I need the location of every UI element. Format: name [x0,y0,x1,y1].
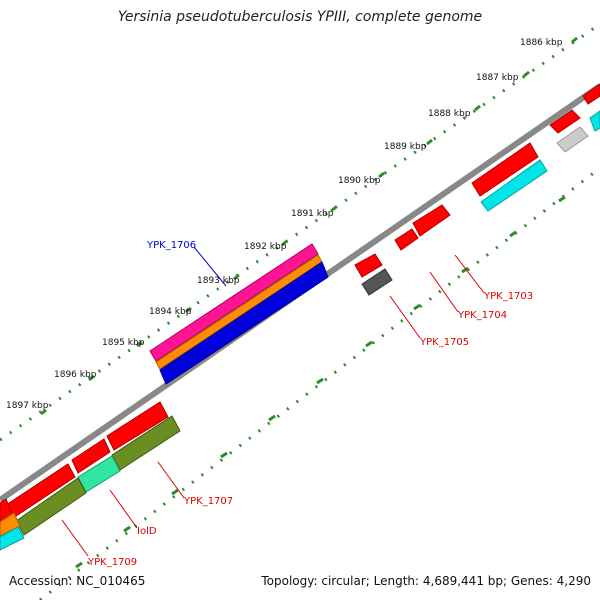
leader-ypk-1705 [389,295,421,339]
gene-block-ypk-1705[interactable] [361,268,393,296]
gene-label-ypk-1703[interactable]: YPK_1703 [483,291,533,302]
gene-block-ypk-1706-blue[interactable] [159,261,329,385]
gene-block-left-cyan[interactable] [0,526,25,551]
gene-block-ypk-1703[interactable] [412,204,451,237]
gene-label-iold[interactable]: IolD [137,526,157,537]
gene-block-ypk-1704[interactable] [394,228,419,251]
ruler-label-1890: 1890 kbp [338,176,381,186]
gene-block-ypk-1707[interactable] [106,401,169,451]
gene-label-ypk-1705[interactable]: YPK_1705 [419,337,469,348]
gene-block-left-orange[interactable] [0,512,21,537]
leader-ypk-1704 [429,271,459,313]
ruler-label-1897: 1897 kbp [6,401,49,411]
gene-label-ypk-1704[interactable]: YPK_1704 [457,310,507,321]
gene-block-ypk-1709-olive[interactable] [15,477,87,536]
ruler-label-1894: 1894 kbp [149,307,192,317]
leader-ypk-1707 [157,461,185,499]
accession-text: Accession: NC_010465 [9,574,146,588]
ruler-label-1896: 1896 kbp [54,370,97,380]
leader-iold [109,489,138,529]
ruler-label-1889: 1889 kbp [384,142,427,152]
inner-ruler-arc [39,166,600,602]
ruler-label-1892: 1892 kbp [244,242,287,252]
ruler-label-1888: 1888 kbp [428,109,471,119]
gene-label-ypk-1709[interactable]: YPK_1709 [87,557,137,568]
gene-block-pseudo-1701[interactable] [556,126,589,153]
gene-block-cyan-1702[interactable] [480,159,548,212]
leader-ypk-1709 [61,519,89,557]
gene-block-ypk-1705a[interactable] [354,253,383,278]
genome-summary-text: Topology: circular; Length: 4,689,441 bp… [261,574,591,588]
gene-block-ypk-1702[interactable] [471,142,539,197]
ruler-label-1887: 1887 kbp [476,73,519,83]
gene-block-cyan-1701[interactable] [589,110,600,132]
leader-ypk-1703 [454,254,485,294]
inner-ruler-ticks [75,195,566,569]
ruler-label-1891: 1891 kbp [291,209,334,219]
gene-block-ypk-1706-magenta[interactable] [149,243,319,362]
leader-ypk-1706 [193,246,227,287]
gene-block-ypk-1701[interactable] [549,109,581,134]
ruler-label-1895: 1895 kbp [102,338,145,348]
gene-block-ypk-1700[interactable] [582,83,600,105]
ruler-label-1893: 1893 kbp [197,276,240,286]
ruler-label-1886: 1886 kbp [520,38,563,48]
gene-block-ypk-1708[interactable] [71,438,111,474]
outer-ruler-arc [0,22,600,442]
outer-ruler-ticks [40,36,578,416]
gene-label-ypk-1706[interactable]: YPK_1706 [146,240,196,251]
map-title: Yersinia pseudotuberculosis YPIII, compl… [117,9,483,25]
gene-label-ypk-1707[interactable]: YPK_1707 [183,496,233,507]
